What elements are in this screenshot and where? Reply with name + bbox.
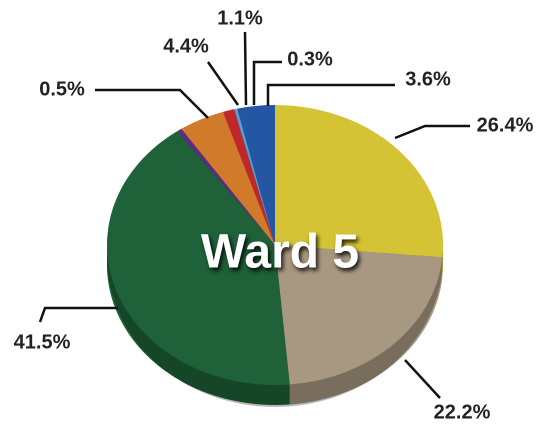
leader-line xyxy=(394,124,470,140)
data-label: 26.4% xyxy=(477,114,534,136)
leader-line xyxy=(38,306,118,323)
leader-line xyxy=(266,83,395,106)
slice xyxy=(275,245,443,385)
data-label: 0.3% xyxy=(287,48,333,70)
data-label: 1.1% xyxy=(217,7,263,29)
leader-line xyxy=(206,61,240,106)
slice xyxy=(107,131,290,386)
leader-line xyxy=(243,31,248,106)
leader-line xyxy=(404,359,441,399)
slice xyxy=(275,105,443,258)
slice xyxy=(181,111,275,246)
leaders: 26.4% 22.2% 41.5% 0.5% 4.4% 1.1% 0.3% 3.6% xyxy=(14,7,534,423)
data-label: 3.6% xyxy=(405,68,451,90)
data-label: 0.5% xyxy=(39,78,85,100)
slice xyxy=(234,108,275,245)
leader-line xyxy=(95,88,209,119)
leader-line xyxy=(252,60,282,105)
data-label: 41.5% xyxy=(14,331,71,353)
slice xyxy=(223,109,275,245)
data-label: 4.4% xyxy=(163,35,209,57)
slice xyxy=(177,128,275,245)
data-label: 22.2% xyxy=(434,401,491,423)
pie xyxy=(106,105,443,407)
slice xyxy=(237,105,275,245)
chart-title: Ward 5 xyxy=(201,226,359,279)
